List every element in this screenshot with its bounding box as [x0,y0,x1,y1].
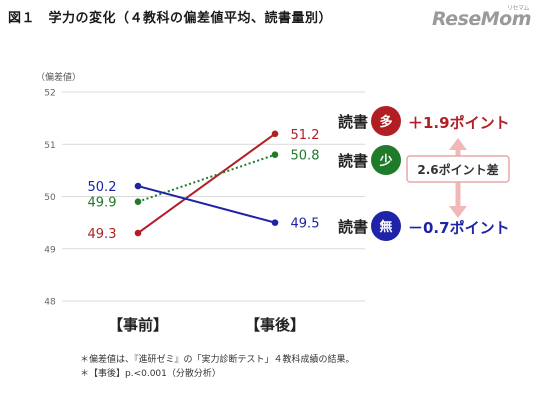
arrow-head-down [449,206,467,218]
legend-prefix: 読書 [338,152,368,170]
change-label: ＋1.9ポイント [408,114,510,132]
resemom-logo: ReseMom リセマム [432,5,532,30]
data-point [134,198,142,206]
data-label: 51.2 [291,128,320,143]
footnote-1: ＊偏差値は、『進研ゼミ』の「実力診断テスト」４教科成績の結果。 [80,355,355,365]
x-category-label: 【事後】 [245,316,305,334]
annotation-text: 2.6ポイント差 [417,162,498,177]
y-tick-label: 48 [44,298,56,308]
legend-badge-label: 無 [379,219,392,235]
data-point [271,130,279,138]
y-tick-label: 50 [44,193,56,203]
legend-prefix: 読書 [338,218,368,236]
y-tick-label: 52 [44,89,55,99]
series-line [137,185,276,224]
data-point [271,219,279,226]
data-point [134,229,142,237]
data-label: 50.8 [291,149,320,164]
data-label: 49.9 [88,196,117,211]
logo-ruby: リセマム [507,5,530,12]
y-tick-label: 51 [44,141,55,151]
legend-badge-label: 多 [379,114,392,130]
logo-text: ReseMom [432,8,532,30]
series-line [137,132,276,234]
legend-badge [371,211,401,241]
data-point [134,182,142,190]
legend-badge [371,106,401,136]
series-line [137,153,276,203]
data-label: 49.3 [88,227,117,242]
legend-prefix: 読書 [338,113,368,131]
y-tick-label: 49 [44,245,56,255]
y-axis-label: （偏差値） [36,71,81,83]
arrow-head-up [449,138,467,150]
legend-badge-label: 少 [378,153,392,169]
legend-badge [371,145,401,175]
footnote-2: ＊【事後】p.<0.001（分散分析） [80,369,221,379]
change-label: －0.7ポイント [408,219,510,237]
data-point [271,151,279,158]
data-label: 50.2 [88,180,117,195]
x-category-label: 【事前】 [108,316,168,334]
data-label: 49.5 [291,217,320,232]
annotation-box [406,155,510,183]
chart-title: 図１ 学力の変化（４教科の偏差値平均、読書量別） [8,11,333,26]
